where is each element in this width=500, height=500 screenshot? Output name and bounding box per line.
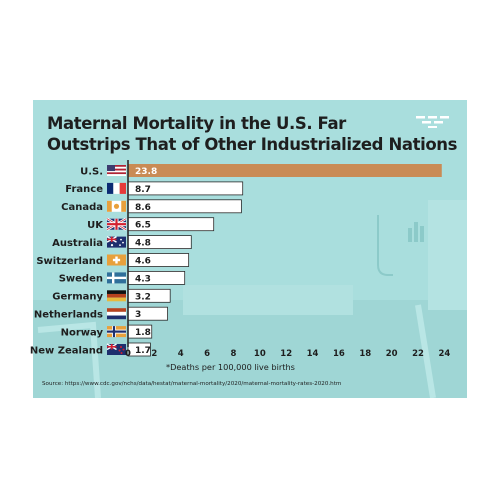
country-label: Australia <box>52 238 103 249</box>
country-label: New Zealand <box>30 345 103 356</box>
new-zealand-flag-icon <box>106 343 126 355</box>
background-illustration <box>33 200 467 398</box>
chart-title: Maternal Mortality in the U.S. Far Outst… <box>47 113 457 155</box>
country-label: UK <box>87 220 104 231</box>
france-flag-icon <box>107 182 126 194</box>
chart-footnote: *Deaths per 100,000 live births <box>166 362 295 372</box>
sweden-flag-icon <box>107 272 126 284</box>
x-tick-label: 6 <box>204 349 210 359</box>
x-tick-label: 14 <box>307 349 319 359</box>
value-label: 8.7 <box>135 185 151 195</box>
value-label: 8.6 <box>135 203 151 213</box>
bar <box>128 164 442 177</box>
country-label: Switzerland <box>36 256 103 267</box>
x-tick-label: 10 <box>254 349 266 359</box>
norway-flag-icon <box>107 326 126 338</box>
bar <box>127 306 168 321</box>
germany-flag-icon <box>107 290 126 302</box>
value-label: 4.3 <box>135 274 151 284</box>
us-flag-icon <box>107 165 126 176</box>
x-tick-label: 8 <box>231 349 237 359</box>
x-tick-label: 24 <box>438 349 450 359</box>
netherlands-flag-icon <box>107 308 126 320</box>
value-label: 23.8 <box>135 167 157 177</box>
canada-flag-icon <box>107 200 126 212</box>
uk-flag-icon <box>106 217 127 231</box>
x-tick-label: 12 <box>280 349 292 359</box>
brand-logo-icon <box>416 116 449 128</box>
value-label: 4.6 <box>135 257 151 267</box>
x-tick-label: 16 <box>333 349 345 359</box>
country-label: Canada <box>61 202 103 213</box>
value-label: 6.5 <box>135 221 151 231</box>
chart-title-line-1: Maternal Mortality in the U.S. Far <box>47 114 346 133</box>
x-tick-label: 22 <box>412 349 424 359</box>
value-label: 3 <box>135 310 141 320</box>
value-label: 4.8 <box>135 239 151 249</box>
australia-flag-icon <box>106 235 126 248</box>
chart-title-line-2: Outstrips That of Other Industrialized N… <box>47 135 458 154</box>
country-label: U.S. <box>80 166 103 177</box>
value-label: 3.2 <box>135 292 151 302</box>
country-label: Germany <box>52 292 103 303</box>
bar <box>127 342 151 357</box>
country-label: Netherlands <box>34 310 103 321</box>
country-label: France <box>65 184 103 195</box>
switzerland-flag-icon <box>107 254 126 266</box>
x-tick-label: 0 <box>125 349 131 359</box>
x-tick-label: 20 <box>386 349 398 359</box>
source-citation: Source: https://www.cdc.gov/nchs/data/he… <box>42 381 342 387</box>
chart-card <box>33 100 467 398</box>
x-tick-label: 2 <box>151 349 157 359</box>
x-tick-label: 18 <box>359 349 371 359</box>
x-tick-label: 4 <box>178 349 184 359</box>
value-label: 1.7 <box>135 346 151 356</box>
country-label: Sweden <box>59 274 103 285</box>
country-label: Norway <box>61 327 104 338</box>
value-label: 1.8 <box>135 328 151 338</box>
